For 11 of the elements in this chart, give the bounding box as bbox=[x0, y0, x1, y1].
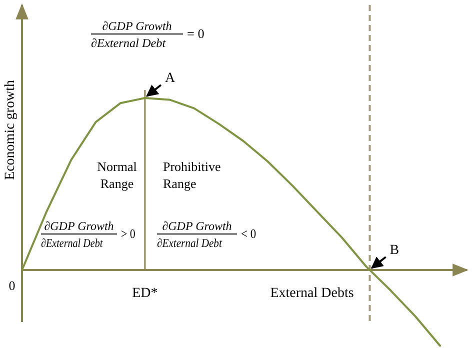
annotation: ∂GDP Growth bbox=[162, 219, 232, 233]
annotation: Normal Range bbox=[97, 159, 138, 191]
text: A bbox=[164, 71, 176, 86]
annotation: ∂GDP Growth bbox=[44, 219, 114, 233]
text: B bbox=[390, 243, 400, 258]
text: ∂GDP Growth bbox=[102, 19, 172, 33]
y-axis-title: Economic growth bbox=[3, 80, 18, 180]
text: 0 bbox=[8, 278, 16, 293]
x-axis-title: External Debts bbox=[270, 286, 354, 301]
text: ED* bbox=[132, 286, 158, 301]
annotation: Prohibitive Range bbox=[163, 159, 222, 191]
